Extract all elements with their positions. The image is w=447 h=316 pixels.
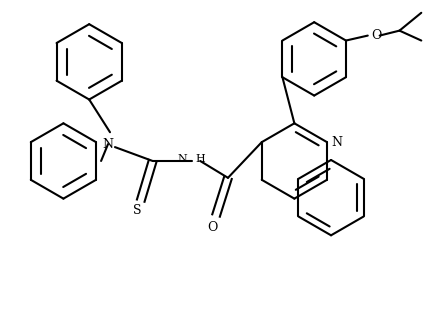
Text: H: H	[195, 154, 205, 164]
Text: O: O	[372, 29, 382, 42]
Text: N: N	[177, 154, 187, 164]
Text: S: S	[132, 204, 141, 217]
Text: N: N	[102, 138, 114, 151]
Text: O: O	[207, 221, 217, 234]
Text: N: N	[331, 136, 342, 149]
